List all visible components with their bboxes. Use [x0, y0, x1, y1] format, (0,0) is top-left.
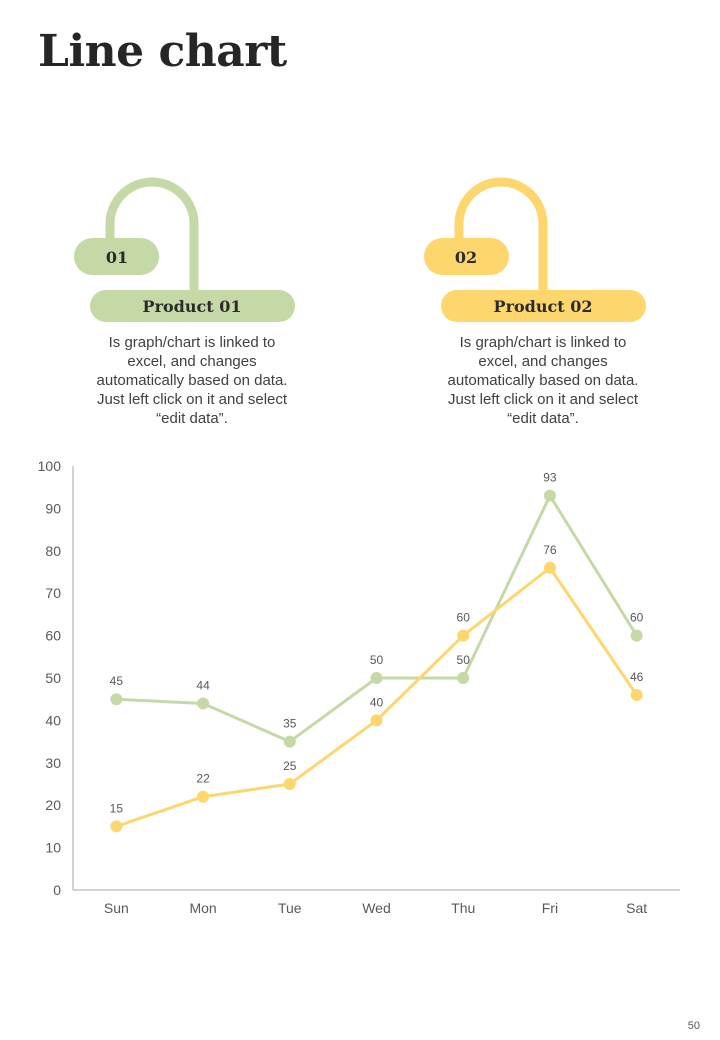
series-2-data-label: 40 — [370, 695, 384, 709]
product-02-card: 02 Product 02 — [424, 177, 646, 322]
page-title: Line chart — [38, 26, 287, 77]
product-02-label-pill — [441, 290, 646, 322]
series-2-point — [197, 790, 210, 803]
product-01-card: 01 Product 01 — [74, 177, 295, 322]
series-1-point — [110, 693, 123, 706]
x-tick-label: Thu — [451, 900, 475, 916]
product-02-number: 02 — [455, 248, 477, 267]
series-2-data-label: 60 — [457, 611, 471, 625]
product-01-label-pill — [90, 290, 295, 322]
x-tick-label: Wed — [362, 900, 391, 916]
series-2-point — [543, 561, 556, 574]
y-tick-label: 50 — [45, 670, 61, 686]
series-1-data-label: 50 — [457, 653, 471, 667]
series-1-point — [457, 672, 470, 684]
product-01-description: Is graph/chart is linked to excel, and c… — [96, 334, 288, 427]
series-1-data-label: 60 — [630, 611, 644, 625]
y-tick-label: 0 — [53, 882, 61, 898]
product-01-hook — [105, 177, 199, 297]
series-2-point — [283, 778, 296, 790]
series-1-point — [543, 489, 556, 502]
series-2-point — [630, 688, 643, 701]
series-2-data-label: 22 — [196, 772, 210, 786]
product-02-hook — [454, 177, 548, 297]
y-tick-label: 20 — [45, 797, 61, 813]
y-tick-label: 30 — [45, 755, 61, 771]
series-1-data-label: 45 — [110, 674, 124, 688]
product-01-number: 01 — [106, 248, 128, 267]
x-tick-label: Fri — [542, 900, 558, 916]
x-tick-label: Sat — [626, 900, 647, 916]
x-tick-label: Mon — [189, 900, 216, 916]
y-tick-label: 90 — [45, 500, 61, 516]
y-tick-label: 70 — [45, 585, 61, 601]
series-2-data-label: 15 — [110, 801, 124, 815]
y-tick-label: 100 — [38, 458, 62, 474]
series-2-point — [457, 629, 470, 642]
series-1-data-label: 50 — [370, 653, 384, 667]
y-tick-label: 80 — [45, 543, 61, 559]
x-tick-label: Tue — [278, 900, 302, 916]
product-02-description: Is graph/chart is linked to excel, and c… — [447, 334, 639, 427]
y-tick-label: 40 — [45, 712, 61, 728]
series-1-point — [197, 697, 210, 710]
series-2-data-label: 76 — [543, 543, 557, 557]
series-1-data-label: 93 — [543, 471, 557, 485]
page-number: 50 — [687, 1020, 700, 1032]
series-1-data-label: 44 — [196, 678, 210, 692]
product-02-number-pill — [424, 238, 509, 275]
product-02-name: Product 02 — [494, 297, 593, 316]
series-2-data-label: 46 — [630, 670, 644, 684]
series-1-data-label: 35 — [283, 717, 297, 731]
series-2-point — [370, 714, 383, 727]
product-01-number-pill — [74, 238, 159, 275]
y-tick-label: 60 — [45, 628, 61, 644]
series-2-data-label: 25 — [283, 759, 297, 773]
y-tick-label: 10 — [45, 840, 61, 856]
series-1-point — [630, 629, 643, 642]
series-2-point — [110, 820, 123, 833]
product-graphics: 01 Product 01 02 Product 02 — [74, 177, 646, 322]
x-tick-label: Sun — [104, 900, 129, 916]
series-1-point — [283, 735, 296, 748]
line-chart: 0 10 20 30 40 50 60 70 80 90 100 Sun Mon Tue Wed Thu Fri… — [38, 458, 680, 916]
product-01-name: Product 01 — [143, 297, 242, 316]
series-1-point — [370, 672, 383, 684]
